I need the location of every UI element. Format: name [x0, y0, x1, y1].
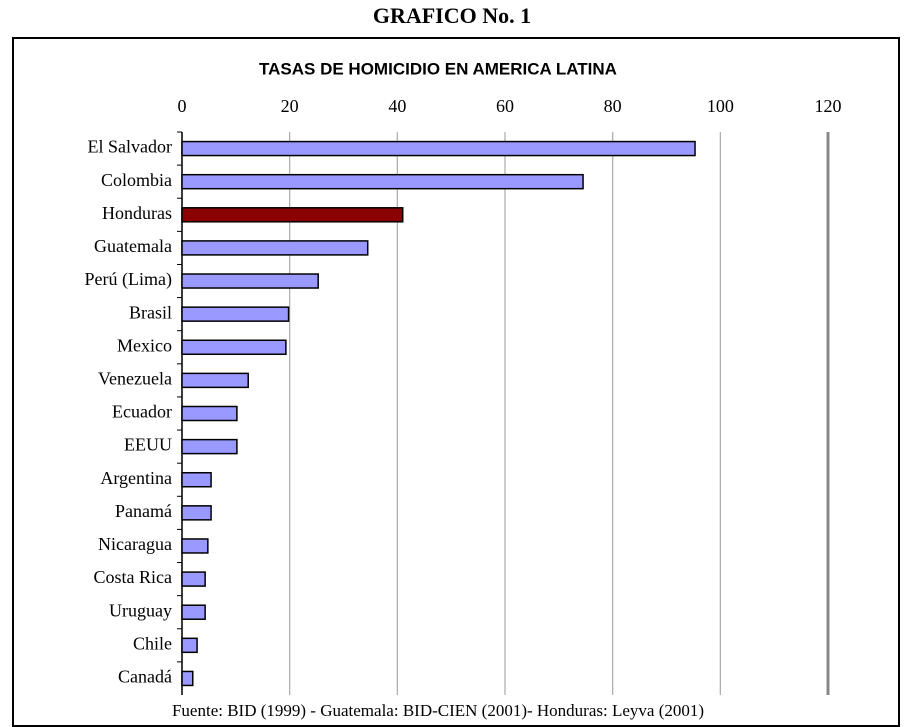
y-tick-label: Mexico [117, 335, 172, 355]
bar [181, 670, 194, 687]
y-tick-label: Canadá [118, 667, 172, 687]
y-tick-label: EEUU [124, 435, 172, 455]
chart-title: TASAS DE HOMICIDIO EN AMERICA LATINA [259, 59, 617, 78]
heading: GRAFICO No. 1 [373, 3, 531, 28]
y-tick-label: Guatemala [94, 236, 172, 256]
y-tick-label: Uruguay [109, 600, 172, 620]
y-tick-label: Argentina [100, 468, 172, 488]
y-tick-label: Ecuador [112, 402, 172, 422]
bar [181, 637, 198, 654]
bar [181, 339, 287, 356]
y-tick-label: Chile [133, 633, 172, 653]
bar [181, 604, 206, 620]
x-tick-label: 40 [388, 96, 406, 116]
bar [181, 538, 209, 554]
y-tick-label: Colombia [101, 170, 172, 190]
bar [181, 505, 212, 521]
source: Fuente: BID (1999) - Guatemala: BID-CIEN… [172, 701, 704, 720]
bar [181, 240, 369, 256]
x-tick-label: 20 [281, 96, 299, 116]
y-tick-label: Brasil [129, 302, 172, 322]
y-tick-label: Honduras [102, 203, 172, 223]
bar [181, 405, 238, 422]
y-tick-label: Venezuela [98, 369, 172, 389]
x-tick-label: 100 [707, 96, 734, 116]
bar [181, 372, 249, 389]
bar [181, 140, 696, 157]
bar [181, 471, 212, 488]
x-tick-label: 60 [496, 96, 514, 116]
y-tick-label: Nicaragua [98, 534, 172, 554]
bar [181, 207, 404, 223]
bar [181, 571, 206, 587]
y-tick-label: Perú (Lima) [85, 269, 172, 290]
x-tick-label: 120 [815, 96, 842, 116]
y-tick-label: El Salvador [88, 137, 172, 157]
bar [181, 173, 584, 190]
y-tick-label: Panamá [115, 501, 172, 521]
y-tick-label: Costa Rica [94, 567, 173, 587]
bar [181, 438, 238, 455]
bar [181, 273, 319, 289]
x-tick-label: 0 [178, 96, 187, 116]
x-tick-label: 80 [604, 96, 622, 116]
frame [12, 37, 900, 727]
bar [181, 306, 290, 322]
